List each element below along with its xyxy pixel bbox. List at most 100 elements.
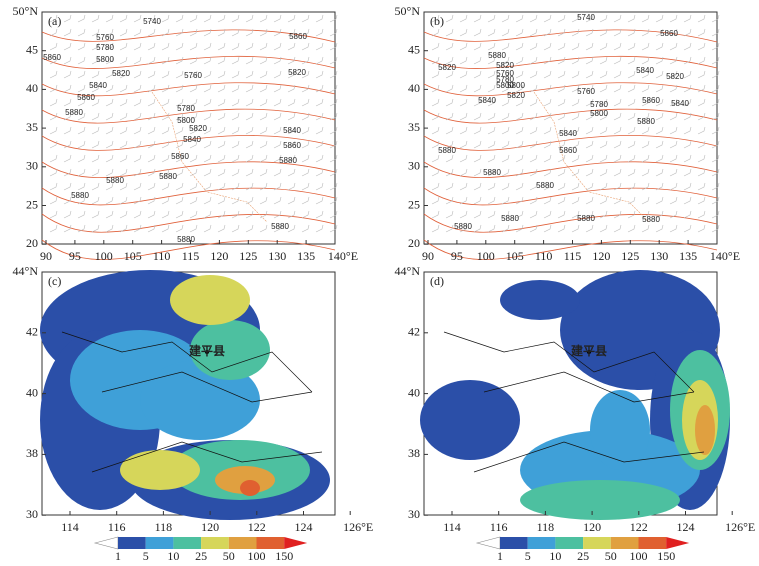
wind-barb: [217, 112, 226, 121]
wind-barb: [669, 70, 678, 79]
wind-barb: [683, 140, 692, 149]
wind-barb: [627, 98, 636, 107]
wind-barb: [613, 126, 622, 135]
wind-barb: [287, 28, 296, 37]
wind-barb: [529, 84, 538, 93]
contour-label: 5880: [637, 117, 655, 126]
wind-barb: [557, 112, 566, 121]
wind-barb: [105, 14, 114, 23]
wind-barb: [315, 210, 324, 219]
wind-barb: [147, 126, 156, 135]
wind-barb: [543, 56, 552, 65]
wind-barb: [627, 168, 636, 177]
wind-barb: [133, 224, 142, 233]
wind-barb: [217, 168, 226, 177]
wind-barb: [49, 168, 58, 177]
wind-barb: [245, 84, 254, 93]
wind-barb: [161, 196, 170, 205]
wind-barb: [445, 196, 454, 205]
wind-barb: [445, 84, 454, 93]
wind-barb: [301, 182, 310, 191]
wind-barb: [147, 14, 156, 23]
wind-barb: [445, 28, 454, 37]
wind-barb: [91, 28, 100, 37]
wind-barb: [599, 224, 608, 233]
wind-barb: [557, 168, 566, 177]
colorbar-segment: [500, 537, 528, 549]
y-tick-label: 35: [408, 120, 420, 134]
contour-label: 5840: [89, 81, 107, 90]
wind-barb: [641, 28, 650, 37]
wind-barb: [543, 42, 552, 51]
wind-barb: [613, 154, 622, 163]
wind-barb: [543, 168, 552, 177]
wind-barb: [571, 126, 580, 135]
contour-label: 5780: [177, 104, 195, 113]
wind-barb: [119, 28, 128, 37]
contour-label: 5740: [143, 17, 161, 26]
wind-barb: [175, 70, 184, 79]
colorbar-min: [93, 536, 119, 550]
wind-barb: [315, 196, 324, 205]
wind-barb: [203, 126, 212, 135]
wind-barb: [105, 182, 114, 191]
wind-barb: [613, 224, 622, 233]
contour-label: 5860: [283, 141, 301, 150]
wind-barb: [105, 196, 114, 205]
wind-barb: [543, 14, 552, 23]
wind-barb: [203, 168, 212, 177]
wind-barb: [175, 112, 184, 121]
y-tick-label: 25: [26, 197, 38, 211]
x-tick-label: 90: [40, 249, 52, 263]
panel-frame: [41, 11, 336, 245]
wind-barb: [571, 42, 580, 51]
wind-barb: [287, 98, 296, 107]
wind-barb: [105, 84, 114, 93]
wind-barb: [627, 154, 636, 163]
wind-barb: [105, 168, 114, 177]
wind-barb: [133, 168, 142, 177]
wind-barb: [599, 14, 608, 23]
y-tick-label: 45: [26, 42, 38, 56]
wind-barb: [77, 56, 86, 65]
wind-barb: [259, 126, 268, 135]
wind-barb: [431, 140, 440, 149]
wind-barb: [301, 126, 310, 135]
wind-barb: [259, 210, 268, 219]
wind-barb: [641, 182, 650, 191]
wind-barb: [669, 56, 678, 65]
wind-barb: [315, 126, 324, 135]
wind-barb: [459, 112, 468, 121]
wind-barb: [515, 98, 524, 107]
wind-barb: [231, 154, 240, 163]
wind-barb: [189, 112, 198, 121]
wind-barb: [557, 154, 566, 163]
wind-barb: [599, 168, 608, 177]
wind-barb: [599, 196, 608, 205]
wind-barb: [529, 14, 538, 23]
wind-barb: [697, 182, 706, 191]
wind-barb: [473, 140, 482, 149]
wind-barb: [175, 168, 184, 177]
wind-barb: [329, 98, 338, 107]
wind-barb: [487, 126, 496, 135]
wind-barb: [487, 28, 496, 37]
wind-barb: [515, 140, 524, 149]
contour-label: 5760: [96, 33, 114, 42]
wind-barb: [431, 224, 440, 233]
wind-barb: [529, 196, 538, 205]
wind-barb: [259, 56, 268, 65]
wind-barb: [627, 42, 636, 51]
y-tick-label: 45: [408, 42, 420, 56]
wind-barb: [273, 196, 282, 205]
y-tick-label: 40: [26, 385, 38, 399]
wind-barb: [529, 98, 538, 107]
colorbar-segment: [118, 537, 146, 549]
wind-barb: [641, 84, 650, 93]
y-tick-label: 38: [408, 446, 420, 460]
wind-barb: [245, 224, 254, 233]
wind-barb: [77, 112, 86, 121]
wind-barb: [669, 14, 678, 23]
wind-barb: [487, 182, 496, 191]
wind-barb: [445, 14, 454, 23]
